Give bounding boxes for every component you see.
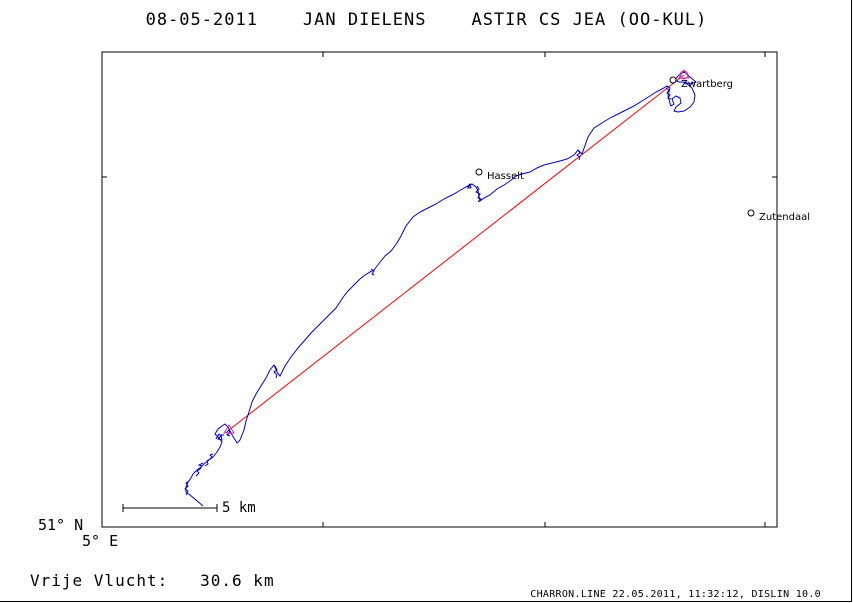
thermal-clusters: [184, 87, 672, 496]
tick-marks: [101, 52, 777, 528]
scale-bar: [122, 504, 218, 512]
footer-credit: CHARRON.LINE 22.05.2011, 11:32:12, DISLI…: [530, 589, 821, 600]
straight-flight-line: [228, 74, 685, 431]
place-label-hasselt: Hasselt: [487, 171, 524, 182]
latitude-label: 51° N: [38, 516, 84, 534]
plot-frame: [101, 51, 778, 528]
summary-label: Vrije Vlucht:: [30, 571, 169, 590]
map-title: 08-05-2011 JAN DIELENS ASTIR CS JEA (OO-…: [0, 10, 853, 30]
turnpoint-circle: [679, 70, 689, 80]
flight-date: 08-05-2011: [145, 10, 258, 30]
flight-summary: Vrije Vlucht: 30.6 km: [30, 571, 275, 590]
turnpoint-marker: [678, 69, 690, 79]
hasselt-marker: [475, 168, 483, 176]
longitude-label: 5° E: [82, 532, 119, 550]
scale-bar-label: 5 km: [222, 500, 256, 516]
start-marker: [223, 424, 235, 434]
summary-distance: 30.6 km: [200, 571, 275, 590]
zwartberg-marker: [669, 76, 677, 84]
pilot-name: JAN DIELENS: [302, 10, 427, 30]
task-markers: [223, 69, 690, 434]
flight-track: [185, 71, 698, 507]
place-label-zutendaal: Zutendaal: [759, 212, 810, 223]
place-label-zwartberg: Zwartberg: [681, 79, 733, 90]
zutendaal-marker: [747, 209, 755, 217]
glider-name: ASTIR CS JEA (OO-KUL): [471, 10, 708, 30]
